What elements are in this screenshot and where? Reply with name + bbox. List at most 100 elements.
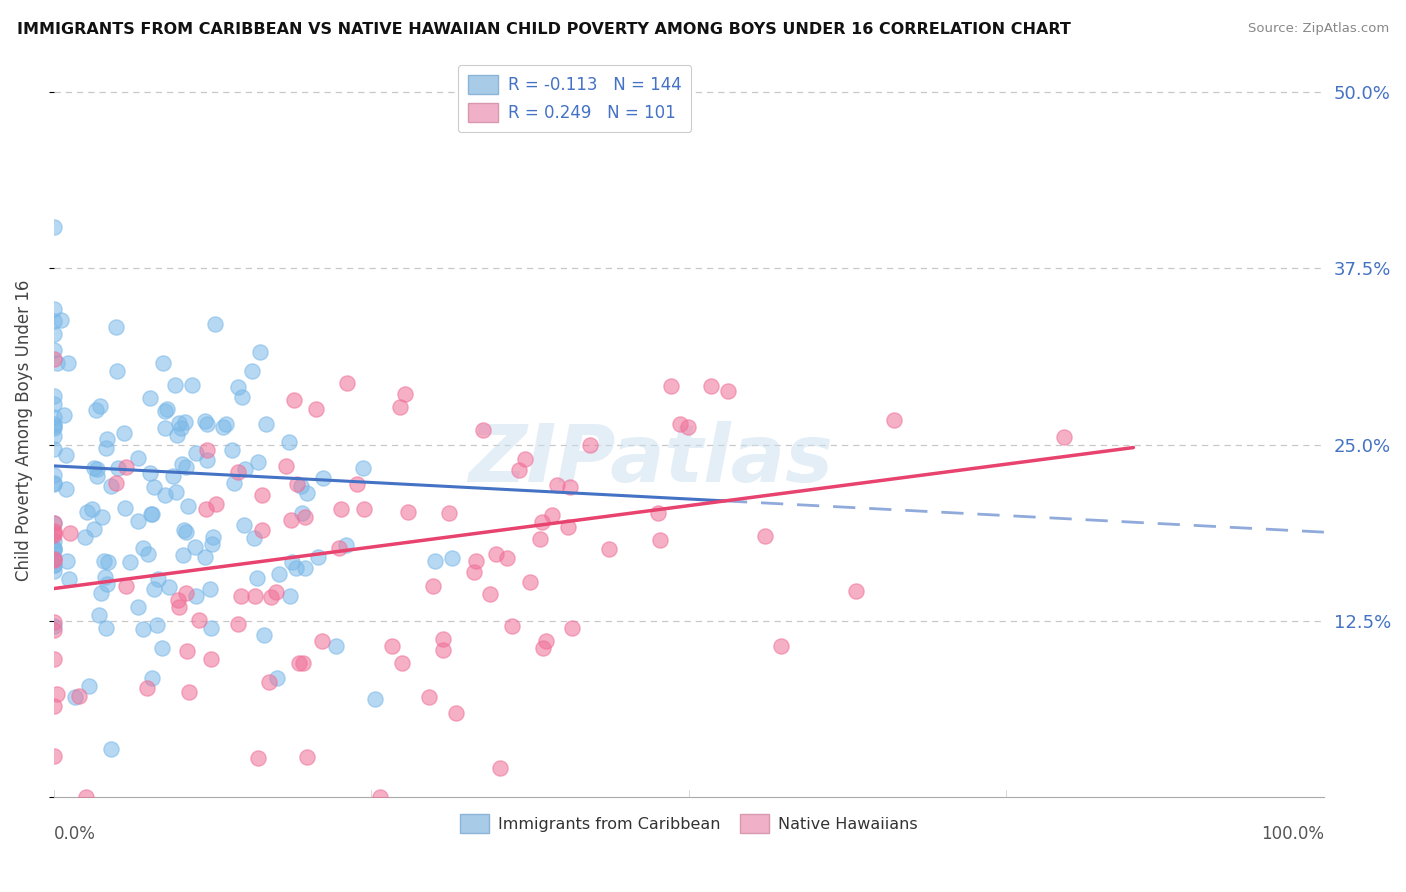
Point [42, 525, 65, 540]
Point [195, 443, 218, 458]
Point [157, 580, 180, 594]
Point [242, 531, 264, 545]
Point [174, 586, 197, 600]
Point [42, 516, 65, 530]
Point [42, 421, 65, 435]
Point [578, 438, 600, 452]
Point [432, 632, 454, 646]
Point [59, 525, 82, 540]
Point [76, 505, 98, 519]
Point [152, 356, 174, 370]
Point [243, 589, 266, 603]
Point [42, 396, 65, 410]
Point [489, 761, 512, 775]
Point [94, 621, 117, 635]
Point [90, 586, 112, 600]
Point [42, 553, 65, 567]
Point [598, 542, 620, 557]
Point [560, 622, 582, 636]
Point [42, 552, 65, 566]
Point [132, 541, 155, 555]
Point [381, 639, 404, 653]
Point [226, 617, 249, 632]
Point [42, 619, 65, 633]
Point [257, 675, 280, 690]
Point [226, 380, 249, 394]
Point [167, 593, 190, 607]
Point [42, 389, 65, 403]
Point [163, 378, 186, 392]
Point [260, 591, 283, 605]
Point [200, 621, 222, 635]
Point [58, 572, 80, 586]
Point [211, 420, 233, 434]
Point [463, 565, 485, 579]
Point [396, 505, 419, 519]
Point [266, 671, 288, 685]
Point [55, 448, 77, 462]
Point [52, 408, 75, 422]
Point [100, 742, 122, 756]
Point [292, 656, 315, 670]
Text: 100.0%: 100.0% [1261, 825, 1324, 843]
Point [153, 488, 176, 502]
Point [45, 356, 67, 370]
Point [80, 502, 103, 516]
Point [770, 639, 793, 653]
Point [231, 590, 253, 604]
Point [194, 414, 217, 428]
Point [231, 390, 253, 404]
Point [845, 584, 868, 599]
Point [541, 508, 564, 522]
Point [75, 790, 97, 805]
Point [96, 433, 118, 447]
Point [440, 550, 463, 565]
Point [174, 460, 197, 475]
Point [444, 706, 467, 720]
Point [432, 643, 454, 657]
Point [294, 560, 316, 574]
Point [136, 548, 159, 562]
Point [86, 461, 108, 475]
Point [501, 619, 523, 633]
Point [283, 393, 305, 408]
Point [42, 409, 65, 424]
Point [285, 477, 308, 491]
Point [425, 554, 447, 568]
Point [141, 507, 163, 521]
Point [531, 640, 554, 655]
Point [328, 541, 350, 555]
Point [46, 687, 69, 701]
Point [280, 513, 302, 527]
Point [221, 443, 243, 458]
Point [136, 681, 159, 695]
Point [311, 633, 333, 648]
Point [155, 401, 177, 416]
Point [274, 459, 297, 474]
Point [127, 451, 149, 466]
Point [67, 689, 90, 703]
Point [307, 550, 329, 565]
Point [139, 508, 162, 522]
Point [150, 640, 173, 655]
Point [112, 425, 135, 440]
Point [42, 748, 65, 763]
Point [42, 417, 65, 431]
Point [118, 555, 141, 569]
Point [391, 656, 413, 670]
Point [73, 530, 96, 544]
Point [529, 532, 551, 546]
Text: 0.0%: 0.0% [53, 825, 96, 843]
Point [87, 607, 110, 622]
Point [146, 617, 169, 632]
Point [42, 442, 65, 456]
Point [287, 656, 309, 670]
Point [325, 639, 347, 653]
Point [42, 524, 65, 538]
Point [247, 751, 270, 765]
Point [42, 542, 65, 557]
Point [250, 488, 273, 502]
Point [336, 376, 359, 390]
Point [201, 530, 224, 544]
Point [91, 509, 114, 524]
